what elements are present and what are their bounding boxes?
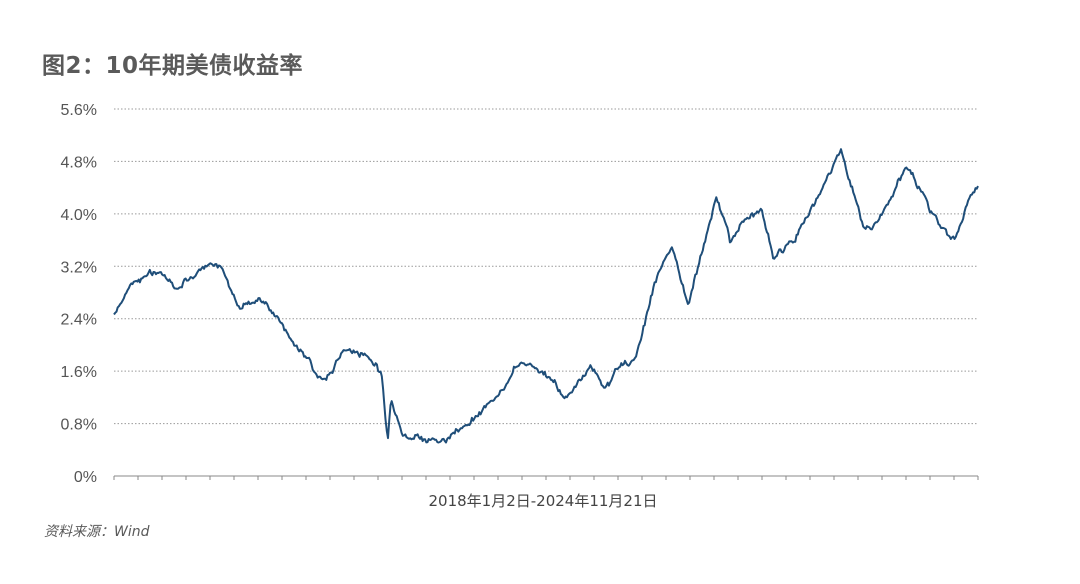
- y-tick-label: 0%: [74, 469, 97, 486]
- y-tick-label: 1.6%: [61, 364, 97, 381]
- y-tick-label: 4.8%: [61, 154, 97, 171]
- series-layer: [113, 148, 979, 444]
- y-tick-labels: 0% 0.8% 1.6% 2.4% 3.2% 4.0% 4.8% 5.6%: [61, 102, 97, 486]
- series-line: [113, 148, 979, 444]
- x-axis-label: 2018年1月2日-2024年11月21日: [428, 492, 657, 510]
- gridlines: [114, 108, 978, 425]
- y-tick-label: 2.4%: [61, 312, 97, 329]
- x-axis: [113, 475, 979, 480]
- chart-title: 图2：10年期美债收益率: [42, 53, 304, 79]
- source-note: 资料来源：Wind: [44, 524, 150, 540]
- y-tick-label: 5.6%: [61, 102, 97, 119]
- y-tick-label: 0.8%: [61, 417, 97, 434]
- y-tick-label: 4.0%: [61, 207, 97, 224]
- y-tick-label: 3.2%: [61, 259, 97, 276]
